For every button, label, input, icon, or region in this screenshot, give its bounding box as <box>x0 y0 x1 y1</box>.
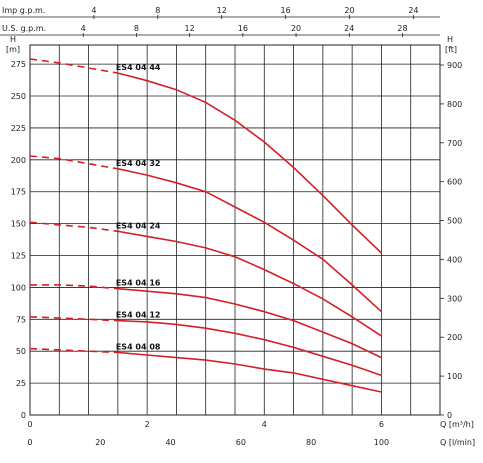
right-tick-label: 900 <box>447 61 462 70</box>
curve-label: ES4 04 12 <box>116 311 161 320</box>
top-imp-tick-label: 12 <box>217 6 227 15</box>
left-tick-label: 0 <box>21 411 26 420</box>
left-tick-label: 100 <box>11 283 26 292</box>
top-us-tick-label: 28 <box>397 24 407 33</box>
grid <box>30 45 440 415</box>
curve-extension <box>29 221 119 233</box>
top-us-tick-label: 4 <box>81 24 86 33</box>
right-tick-label: 400 <box>447 255 462 264</box>
curve-extension <box>29 58 119 74</box>
bottom-m3h-tick-label: 2 <box>145 420 150 429</box>
plot-frame <box>29 44 441 416</box>
left-tick-label: 125 <box>11 252 26 261</box>
top-us-tick-label: 12 <box>185 24 195 33</box>
top-imp-tick-label: 16 <box>281 6 291 15</box>
curve-label: ES4 04 08 <box>116 342 161 351</box>
top-us-tick-label: 24 <box>344 24 354 33</box>
curve-label: ES4 04 16 <box>116 279 161 288</box>
curve-label: ES4 04 24 <box>116 221 161 230</box>
right-tick-label: 100 <box>447 372 462 381</box>
pump-curve <box>117 168 382 313</box>
bottom-m3h-tick-label: 0 <box>27 420 32 429</box>
curve-label: ES4 04 44 <box>116 63 161 72</box>
top-imp-tick-label: 8 <box>155 6 160 15</box>
right-tick-label: 200 <box>447 333 462 342</box>
curve-extension <box>30 284 118 290</box>
tick-labels: 0255075100125150175200225250275010020030… <box>0 6 462 447</box>
top-us-tick-label: 16 <box>238 24 248 33</box>
bottom-lmin-tick-label: 20 <box>95 438 105 447</box>
bottom-lmin-tick-label: 40 <box>165 438 175 447</box>
bottom-m3h-tick-label: 4 <box>262 420 267 429</box>
left-tick-label: 250 <box>11 92 26 101</box>
left-tick-label: 275 <box>11 60 26 69</box>
left-tick-label: 25 <box>16 379 26 388</box>
right-axis-title-line1: H <box>447 35 453 44</box>
curve-extension <box>29 347 118 354</box>
left-tick-label: 225 <box>11 124 26 133</box>
left-tick-label: 75 <box>16 315 26 324</box>
right-tick-label: 0 <box>447 411 452 420</box>
bottom-lmin-tick-label: 100 <box>374 438 389 447</box>
top-us-title: U.S. g.p.m. <box>2 24 46 33</box>
pump-curve <box>117 287 382 359</box>
left-tick-label: 200 <box>11 156 26 165</box>
top-us-tick-label: 20 <box>291 24 301 33</box>
left-axis-title-line2: [m] <box>6 45 20 54</box>
pump-curve <box>117 351 382 393</box>
curve-label: ES4 04 32 <box>116 159 161 168</box>
curve-extension <box>29 155 119 170</box>
bottom-m3h-title: Q [m³/h] <box>440 420 474 429</box>
bottom-lmin-tick-label: 60 <box>236 438 246 447</box>
bottom-lmin-tick-label: 0 <box>27 438 32 447</box>
bottom-lmin-tick-label: 80 <box>306 438 316 447</box>
right-axis-title-line2: [ft] <box>445 45 457 54</box>
bottom-lmin-title: Q [l/min] <box>440 438 475 447</box>
left-axis-title-line1: H <box>10 35 16 44</box>
left-tick-label: 175 <box>11 188 26 197</box>
bottom-m3h-tick-label: 6 <box>379 420 384 429</box>
top-imp-title: Imp g.p.m. <box>2 6 45 15</box>
left-tick-label: 50 <box>16 347 26 356</box>
right-tick-label: 500 <box>447 217 462 226</box>
curve-extension <box>29 316 118 322</box>
top-us-tick-label: 8 <box>134 24 139 33</box>
pump-curve <box>117 230 382 337</box>
left-tick-label: 150 <box>11 220 26 229</box>
top-imp-tick-label: 4 <box>91 6 96 15</box>
curves: ES4 04 44 ES4 04 32 ES4 04 24 ES4 04 16 ES4 … <box>29 58 382 393</box>
pump-curve <box>117 72 382 254</box>
right-tick-label: 600 <box>447 178 462 187</box>
pump-curve <box>117 319 382 377</box>
right-tick-label: 800 <box>447 100 462 109</box>
right-tick-label: 300 <box>447 294 462 303</box>
right-tick-label: 700 <box>447 139 462 148</box>
top-imp-tick-label: 24 <box>408 6 418 15</box>
top-imp-tick-label: 20 <box>344 6 354 15</box>
